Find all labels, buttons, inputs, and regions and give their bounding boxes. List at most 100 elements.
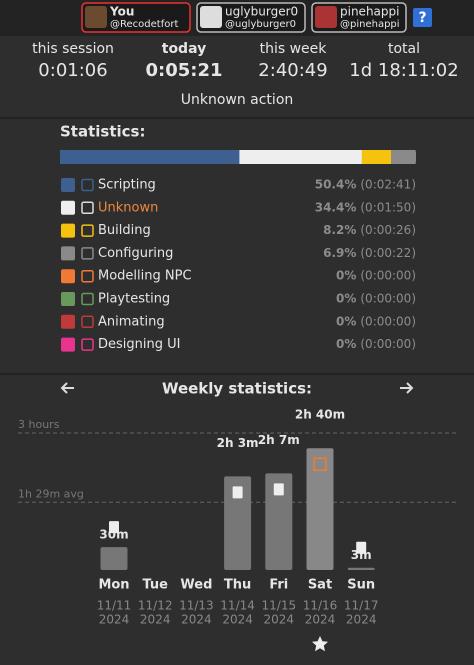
category-icon [81,338,94,351]
user-handle: @pinehappi [340,19,400,30]
separator [0,373,474,375]
best-day-star [312,636,328,652]
category-percent: 0% [336,269,356,283]
day-date: 11/12 [138,599,173,613]
statistics-title: Statistics: [60,123,145,141]
category-icon [81,247,94,260]
day-bar [265,473,293,570]
avatar [85,6,107,28]
day-date: 11/13 [179,599,214,613]
day-year: 2024 [264,613,295,627]
category-time: (0:00:00) [360,269,416,283]
total-label: total [388,41,420,57]
user-handle: @uglyburger0 [225,19,296,30]
day-bar [100,547,128,570]
day-year: 2024 [305,613,336,627]
day-value-label: 3m [351,548,372,562]
reference-label: 1h 29m avg [18,487,84,500]
total-label: this week [260,41,328,57]
user-name: uglyburger0 [225,5,298,19]
category-icon [81,201,94,215]
category-swatch [61,269,75,284]
category-time: (0:00:00) [360,292,416,306]
category-time: (0:02:41) [360,178,416,192]
day-icon [356,541,367,554]
category-percent: 0% [336,314,356,328]
category-swatch [61,314,75,329]
day-icon [273,483,284,496]
user-name: You [109,5,134,19]
stats-segment [239,150,362,164]
day-year: 2024 [99,613,130,627]
total-value: 1d 18:11:02 [349,60,458,81]
next-week[interactable] [400,382,414,394]
avatar [315,6,337,28]
day-year: 2024 [346,613,377,627]
stats-segment [361,150,392,164]
day-name: Tue [142,578,168,593]
category-icon [81,292,94,306]
day-value-label: 2h 40m [295,408,345,422]
category-time: (0:00:26) [360,223,416,237]
day-name: Sun [347,578,375,593]
stats-segment [60,150,240,164]
day-value-label: 30m [99,528,128,542]
day-year: 2024 [222,613,253,627]
day-date: 11/14 [220,599,255,613]
total-label: this session [32,41,114,57]
prev-week[interactable] [60,382,74,394]
category-swatch [61,223,75,238]
separator [0,117,474,119]
day-year: 2024 [181,613,212,627]
total-value: 0:01:06 [38,60,107,81]
category-percent: 8.2% [323,223,356,237]
weekly-title: Weekly statistics: [162,380,312,398]
category-time: (0:00:22) [360,246,416,260]
category-name: Designing UI [98,337,180,352]
user-handle: @Recodetfort [110,19,178,30]
day-date: 11/15 [262,599,297,613]
day-bar [347,567,375,570]
user-name: pinehappi [340,5,399,19]
category-swatch [61,200,75,215]
day-name: Sat [308,578,332,593]
category-percent: 0% [336,292,356,306]
category-name: Animating [98,314,165,329]
category-icon [81,269,94,283]
category-time: (0:01:50) [360,200,416,214]
help-button[interactable] [413,8,432,27]
day-date: 11/11 [97,599,132,613]
category-name: Unknown [98,200,158,215]
day-date: 11/17 [344,599,379,613]
category-name: Scripting [98,178,156,193]
category-percent: 50.4% [315,178,357,192]
day-value-label: 2h 7m [258,433,300,447]
category-time: (0:00:00) [360,314,416,328]
day-name: Wed [180,578,212,593]
category-percent: 0% [336,337,356,351]
reference-label: 3 hours [18,418,60,431]
status: Unknown action [181,92,294,108]
stats-segment [391,150,416,164]
category-swatch [61,246,75,261]
category-icon [81,315,94,329]
category-percent: 6.9% [323,246,356,260]
category-icon [81,224,94,237]
day-icon [313,457,327,471]
category-swatch [61,178,75,192]
total-label: today [162,41,206,57]
avatar [200,6,222,28]
day-icon [232,486,243,499]
user-chip[interactable] [81,2,191,33]
category-swatch [61,292,75,306]
category-name: Configuring [98,246,173,261]
day-value-label: 2h 3m [217,436,259,450]
day-name: Mon [98,578,129,593]
day-bar [306,448,334,570]
total-value: 0:05:21 [145,60,222,81]
user-chip[interactable] [196,2,306,33]
day-year: 2024 [140,613,171,627]
category-swatch [61,337,75,352]
